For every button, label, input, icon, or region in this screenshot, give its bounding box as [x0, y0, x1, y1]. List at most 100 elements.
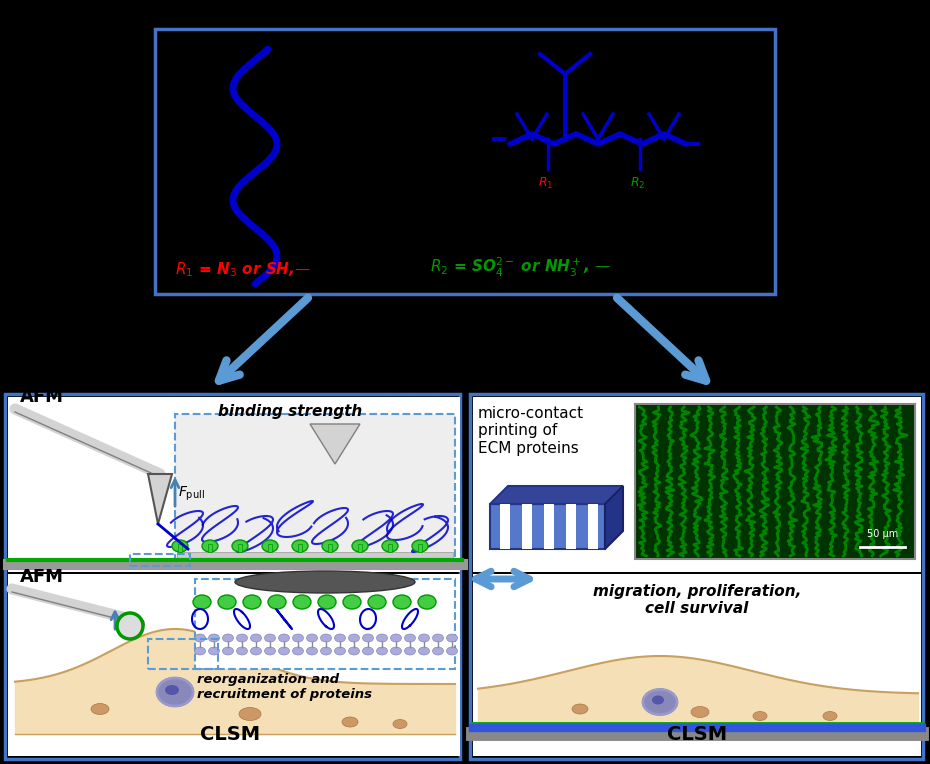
Ellipse shape: [268, 595, 286, 609]
Ellipse shape: [262, 540, 278, 552]
Ellipse shape: [446, 647, 458, 655]
Polygon shape: [148, 474, 172, 524]
Ellipse shape: [432, 647, 444, 655]
Text: $F_\mathrm{adh}$: $F_\mathrm{adh}$: [118, 613, 145, 630]
Ellipse shape: [239, 707, 261, 720]
Ellipse shape: [292, 540, 308, 552]
Text: binding strength: binding strength: [218, 404, 362, 419]
Ellipse shape: [643, 689, 677, 714]
Ellipse shape: [91, 704, 109, 714]
Ellipse shape: [412, 540, 428, 552]
Ellipse shape: [446, 634, 458, 642]
Text: CLSM: CLSM: [667, 725, 727, 744]
FancyBboxPatch shape: [470, 394, 923, 759]
Ellipse shape: [349, 647, 360, 655]
Ellipse shape: [250, 634, 261, 642]
Ellipse shape: [652, 695, 664, 704]
Polygon shape: [605, 486, 623, 549]
Bar: [178, 544, 182, 552]
Ellipse shape: [236, 647, 247, 655]
Ellipse shape: [391, 647, 402, 655]
Ellipse shape: [391, 634, 402, 642]
Ellipse shape: [250, 647, 261, 655]
Ellipse shape: [218, 595, 236, 609]
Ellipse shape: [335, 634, 346, 642]
Bar: [298, 544, 302, 552]
Text: $R_1$: $R_1$: [538, 176, 553, 191]
Polygon shape: [490, 504, 605, 549]
Ellipse shape: [393, 595, 411, 609]
Ellipse shape: [342, 717, 358, 727]
Ellipse shape: [418, 647, 430, 655]
Ellipse shape: [208, 647, 219, 655]
Bar: [358, 544, 362, 552]
Ellipse shape: [236, 634, 247, 642]
FancyBboxPatch shape: [473, 574, 921, 756]
Text: $F_\mathrm{pull}$: $F_\mathrm{pull}$: [178, 485, 205, 503]
Text: 50 μm: 50 μm: [868, 529, 898, 539]
FancyBboxPatch shape: [195, 579, 455, 669]
Bar: [522, 504, 532, 549]
Polygon shape: [310, 424, 360, 464]
Ellipse shape: [194, 634, 206, 642]
Ellipse shape: [172, 540, 188, 552]
Bar: [177, 552, 453, 562]
Ellipse shape: [343, 595, 361, 609]
Bar: [500, 504, 510, 549]
Bar: [268, 544, 272, 552]
Polygon shape: [490, 486, 623, 504]
Ellipse shape: [368, 595, 386, 609]
Text: AFM: AFM: [20, 568, 64, 586]
Ellipse shape: [208, 634, 219, 642]
FancyBboxPatch shape: [473, 397, 921, 572]
Ellipse shape: [691, 707, 709, 717]
Ellipse shape: [293, 634, 303, 642]
Ellipse shape: [278, 647, 289, 655]
Ellipse shape: [823, 711, 837, 720]
Ellipse shape: [382, 540, 398, 552]
Ellipse shape: [202, 540, 218, 552]
FancyBboxPatch shape: [635, 404, 915, 559]
Ellipse shape: [753, 711, 767, 720]
Ellipse shape: [418, 634, 430, 642]
Ellipse shape: [432, 634, 444, 642]
Text: CLSM: CLSM: [200, 725, 260, 744]
Ellipse shape: [405, 634, 416, 642]
Bar: [388, 544, 392, 552]
Ellipse shape: [377, 647, 388, 655]
Ellipse shape: [377, 634, 388, 642]
Ellipse shape: [321, 647, 331, 655]
Text: $R_2$ = SO$_4^{2-}$ or NH$_3^+$, —: $R_2$ = SO$_4^{2-}$ or NH$_3^+$, —: [430, 256, 611, 279]
Ellipse shape: [363, 634, 374, 642]
Ellipse shape: [293, 647, 303, 655]
Text: AFM: AFM: [20, 388, 64, 406]
Ellipse shape: [278, 634, 289, 642]
Ellipse shape: [307, 634, 317, 642]
Ellipse shape: [322, 540, 338, 552]
Ellipse shape: [318, 595, 336, 609]
Ellipse shape: [321, 634, 331, 642]
Ellipse shape: [165, 685, 179, 695]
Ellipse shape: [363, 647, 374, 655]
FancyBboxPatch shape: [8, 574, 460, 756]
Bar: [418, 544, 422, 552]
Ellipse shape: [293, 595, 311, 609]
FancyBboxPatch shape: [175, 414, 455, 564]
Ellipse shape: [264, 634, 275, 642]
Ellipse shape: [193, 595, 211, 609]
Ellipse shape: [157, 678, 193, 706]
Ellipse shape: [117, 613, 143, 639]
FancyBboxPatch shape: [8, 397, 460, 572]
Ellipse shape: [232, 540, 248, 552]
Text: $R_2$: $R_2$: [631, 176, 645, 191]
Ellipse shape: [264, 647, 275, 655]
Ellipse shape: [352, 540, 368, 552]
Ellipse shape: [222, 647, 233, 655]
Bar: [238, 544, 242, 552]
Text: reorganization and
recruitment of proteins: reorganization and recruitment of protei…: [197, 673, 372, 701]
Ellipse shape: [222, 634, 233, 642]
Ellipse shape: [335, 647, 346, 655]
FancyBboxPatch shape: [5, 394, 460, 759]
Bar: [328, 544, 332, 552]
Ellipse shape: [418, 595, 436, 609]
